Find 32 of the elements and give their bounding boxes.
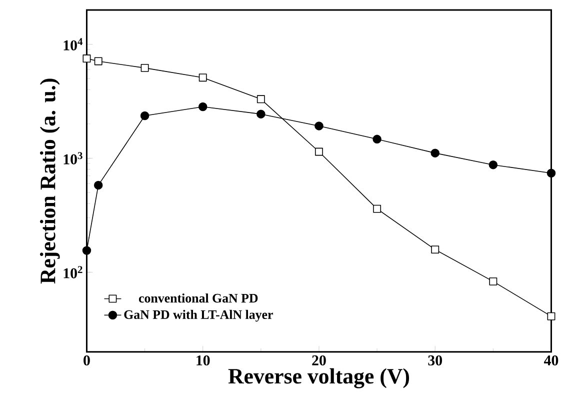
y-tick-label: 10$^{2}$ bbox=[64, 266, 82, 278]
point bbox=[373, 205, 382, 213]
point bbox=[256, 110, 266, 119]
point bbox=[94, 180, 103, 190]
point bbox=[198, 74, 207, 82]
point bbox=[256, 95, 265, 104]
x-tick-label: 0 bbox=[84, 356, 90, 366]
point bbox=[430, 148, 440, 158]
y-tick-label: 10$^{4}$ bbox=[64, 38, 83, 51]
legend-label: conventional GaN PD bbox=[138, 294, 258, 303]
x-tick-label: 10 bbox=[196, 356, 210, 366]
x-tick-label: 30 bbox=[428, 356, 442, 366]
legend-label: GaN PD with LT-AlN layer bbox=[124, 310, 273, 322]
point bbox=[489, 278, 498, 286]
point bbox=[546, 168, 556, 178]
point bbox=[488, 160, 498, 170]
y-tick-label: 10$^{3}$ bbox=[64, 152, 82, 165]
point bbox=[198, 102, 208, 112]
point bbox=[314, 122, 324, 130]
point bbox=[82, 246, 92, 256]
x-tick-label: 20 bbox=[312, 356, 326, 366]
x-axis-title: Reverse voltage (V) bbox=[228, 368, 410, 388]
point bbox=[315, 148, 323, 156]
point bbox=[82, 54, 91, 63]
point bbox=[94, 57, 102, 66]
x-tick-label: 40 bbox=[544, 356, 558, 366]
point bbox=[140, 64, 149, 72]
point bbox=[372, 134, 382, 144]
point bbox=[140, 112, 150, 120]
point bbox=[431, 246, 440, 254]
point bbox=[547, 312, 556, 320]
y-axis-title: Rejection Ratio (a. u.) bbox=[40, 78, 60, 284]
